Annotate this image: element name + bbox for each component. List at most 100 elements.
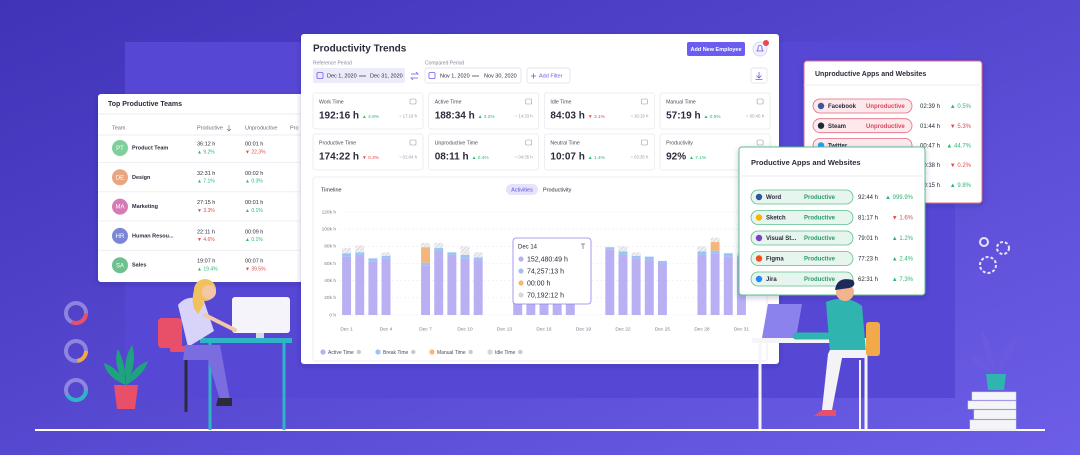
tooltip-value: 00:00 h (527, 280, 550, 287)
app-pill (750, 271, 854, 287)
add-filter-button[interactable] (526, 67, 571, 84)
plus-icon (531, 73, 536, 79)
metric-value: 57:19 h (666, 111, 700, 122)
face (202, 285, 216, 299)
productive-change: ▼ 4.6% (197, 237, 215, 243)
legend-label: Active Time (328, 350, 354, 356)
shoe (814, 410, 836, 416)
bar-segment (434, 251, 444, 315)
app-time: 00:38 h (920, 163, 940, 169)
bar-segment (381, 255, 391, 259)
unproductive-change: ▼ 39.5% (245, 267, 266, 273)
bar-segment (355, 245, 365, 253)
sort-icon (226, 125, 232, 132)
bar-segment (710, 253, 720, 315)
bar-segment (644, 256, 654, 261)
x-tick-label: Dec 19 (576, 326, 592, 332)
bar-segment (381, 252, 391, 256)
tab[interactable]: Activities (511, 187, 533, 193)
unproductive-time: 00:09 h (245, 229, 263, 235)
tab[interactable]: Timeline (321, 187, 342, 193)
swap-icon[interactable] (410, 71, 419, 81)
app-pill (812, 118, 913, 134)
bar-segment (631, 258, 641, 315)
bar-segment (421, 247, 431, 263)
pot (986, 374, 1006, 390)
bar-segment (368, 261, 378, 315)
field-label: Reference Period (313, 60, 352, 66)
notification-bell[interactable] (752, 41, 768, 57)
column-header: Unproductive (245, 125, 277, 131)
metric-compare: ~ 14:33 h (515, 114, 534, 119)
app-change: ▼ 1.6% (892, 216, 914, 222)
metric-change: ▲ 0.5% (704, 114, 722, 120)
gears (979, 237, 1010, 274)
team-name: Sales (132, 263, 146, 269)
desk-top (200, 338, 292, 343)
legend-swatch (320, 349, 326, 355)
metric-compare: ~ 03:35 h (630, 155, 649, 160)
bar-segment (644, 260, 654, 315)
app-status: Productive (804, 236, 836, 242)
tab-active[interactable] (506, 184, 538, 195)
calendar-icon (428, 72, 436, 79)
button-label[interactable]: Add Filter (539, 73, 563, 79)
bar-segment (697, 246, 707, 252)
torso (178, 297, 214, 347)
app-change: ▲ 9.8% (950, 183, 972, 189)
metric-icon (641, 98, 648, 105)
metric-change: ▼ 3.1% (588, 114, 606, 120)
avatar (112, 169, 128, 186)
bar-segment (631, 255, 641, 259)
metric-label: Active Time (435, 99, 462, 105)
add-employee-button[interactable] (687, 42, 745, 56)
app-pill (750, 189, 854, 205)
reference-period-picker[interactable] (313, 68, 405, 83)
date-end: Nov 30, 2020 (484, 73, 517, 79)
productive-time: 19:07 h (197, 259, 215, 265)
tooltip-swatch (518, 292, 524, 298)
field-label: Compared Period (425, 60, 464, 66)
bar-segment (710, 250, 720, 254)
metric-label: Neutral Time (550, 140, 580, 146)
torso (826, 298, 866, 352)
x-tick-label: Dec 1 (340, 326, 353, 332)
bar-segment (460, 254, 470, 259)
unproductive-time: 00:07 h (245, 259, 263, 265)
productive-change: ▲ 9.2% (197, 149, 215, 155)
app-time: 01:44 h (920, 124, 940, 130)
bar-segment (473, 252, 483, 258)
app-change: ▲ 7.3% (892, 277, 914, 283)
app-status: Productive (804, 277, 836, 283)
metric-compare: ~ 00:45 h (746, 114, 765, 119)
tooltip-value: 152,480:49 h (527, 256, 568, 263)
avatar-initials: DE (116, 175, 124, 181)
date-start: Dec 1, 2020 (327, 73, 357, 79)
button-label[interactable]: Add New Employee (690, 47, 741, 53)
legend-swatch (375, 349, 381, 355)
tab[interactable]: Productivity (543, 187, 572, 193)
metric-change: ▲ 1.4% (588, 155, 606, 161)
avatar-initials: HR (116, 234, 125, 240)
metric-value: 84:03 h (550, 111, 584, 122)
info-icon (468, 349, 473, 355)
productive-change: ▲ 7.1% (197, 179, 215, 185)
metric-card (428, 92, 540, 130)
bar-segment (697, 254, 707, 315)
productive-change: ▲ 19.4% (197, 267, 218, 273)
hair (835, 279, 855, 290)
legend-label: Idle Time (495, 350, 516, 356)
y-tick-label: 100k h (322, 226, 337, 232)
app-icon (755, 193, 763, 201)
app-name: Facebook (828, 104, 857, 110)
app-icon (817, 122, 825, 129)
desk-top (752, 338, 876, 343)
app-name: Figma (766, 257, 784, 263)
compared-period-picker[interactable] (424, 67, 522, 84)
app-name: Sketch (766, 216, 786, 222)
app-pill (812, 98, 913, 114)
app-time: 79:01 h (858, 236, 878, 242)
app-time: 92:44 h (858, 195, 878, 201)
